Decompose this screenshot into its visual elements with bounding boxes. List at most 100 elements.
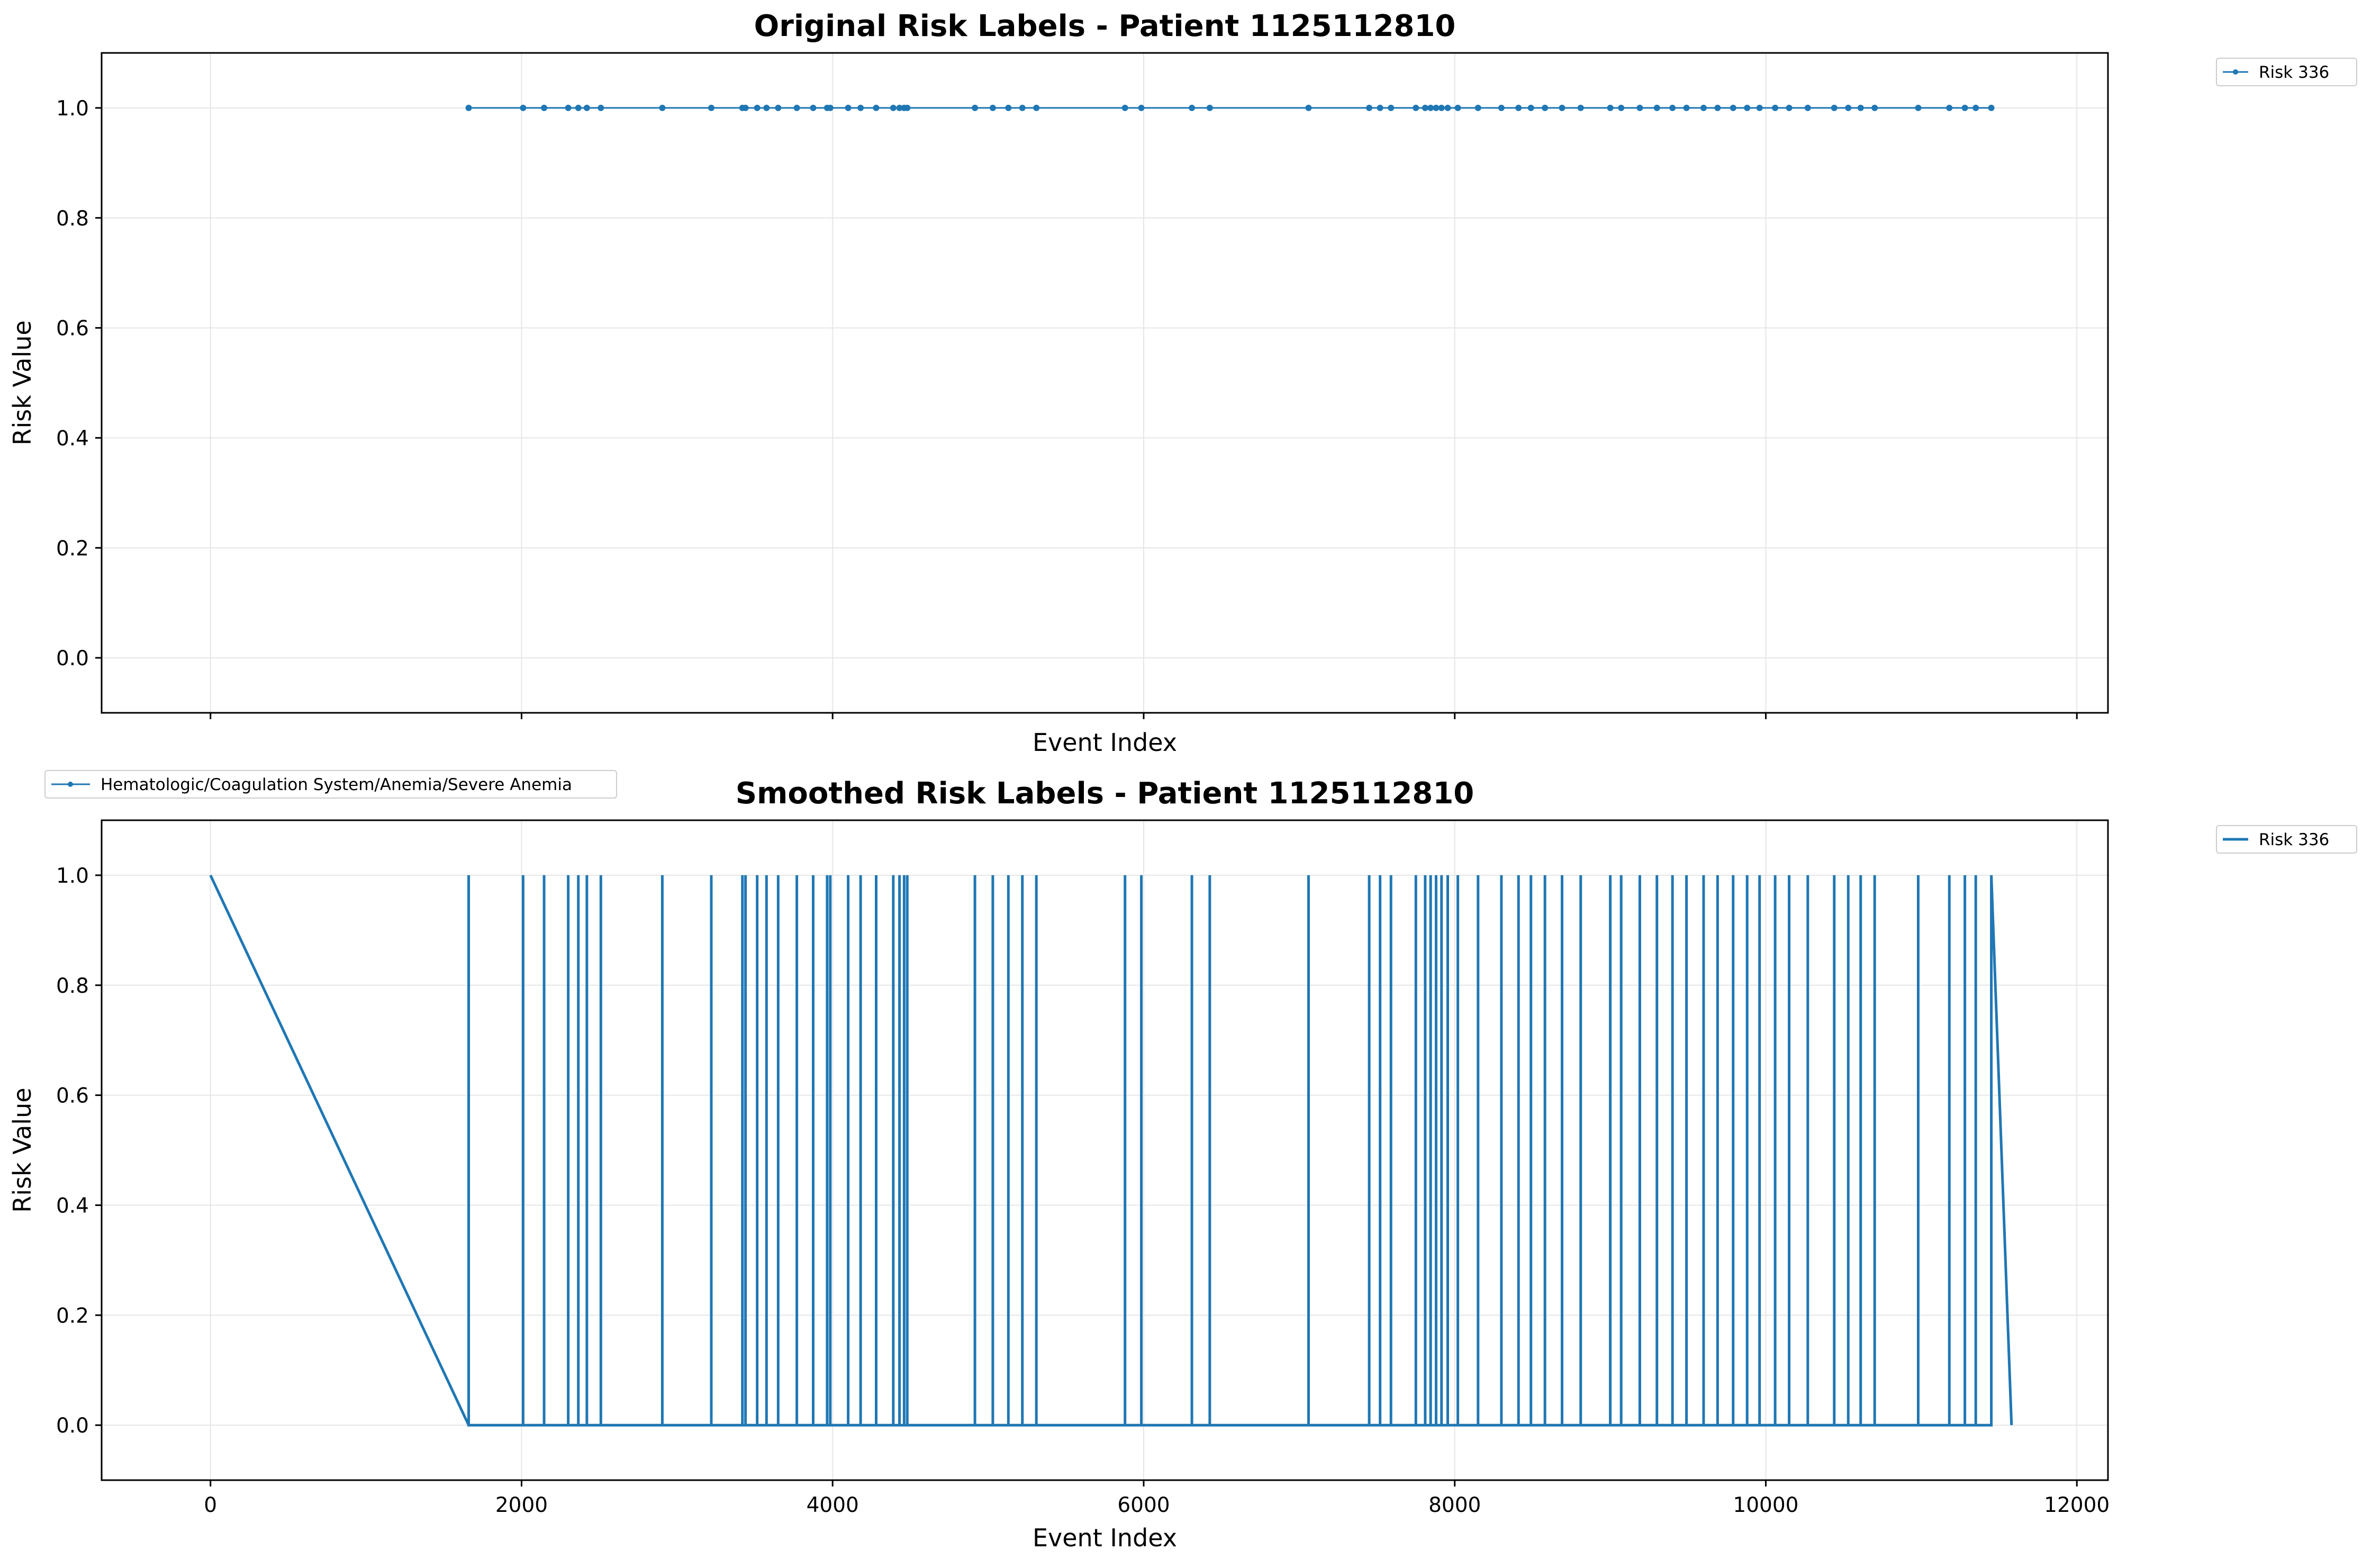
data-point — [1831, 104, 1838, 111]
data-point — [857, 104, 864, 111]
data-point — [1786, 104, 1793, 111]
x-tick-label: 2000 — [495, 1493, 548, 1517]
bottom-chart-panel: 0 2000 4000 6000 8000 10000 12000 0.0 0.2 0.4 0.6 0… — [8, 776, 2357, 1552]
data-point — [1730, 104, 1736, 111]
y-tick-label: 1.0 — [56, 864, 89, 888]
data-point — [896, 104, 903, 111]
series-line — [209, 874, 2013, 1427]
data-point — [1033, 104, 1040, 111]
data-point — [1577, 104, 1584, 111]
data-point — [1366, 104, 1373, 111]
bottom-chart-ticks: 0 2000 4000 6000 8000 10000 12000 0.0 0.2 0.4 0.6 0… — [56, 864, 2110, 1517]
data-point — [1683, 104, 1690, 111]
top-chart-legend: Risk 336 — [2216, 58, 2357, 86]
data-point — [890, 104, 897, 111]
data-point — [845, 104, 852, 111]
y-tick-label: 0.2 — [56, 1304, 89, 1328]
x-tick-label: 8000 — [1428, 1493, 1481, 1517]
top-chart-series — [465, 104, 1995, 111]
category-legend: Hematologic/Coagulation System/Anemia/Se… — [44, 770, 617, 799]
data-point — [1433, 104, 1440, 111]
data-point — [1438, 104, 1445, 111]
x-tick-label: 0 — [204, 1493, 217, 1517]
y-tick-label: 0.4 — [56, 427, 89, 450]
data-point — [1915, 104, 1922, 111]
data-point — [873, 104, 880, 111]
data-point — [1377, 104, 1383, 111]
data-point — [1744, 104, 1751, 111]
data-point — [1444, 104, 1451, 111]
data-point — [1559, 104, 1565, 111]
data-point — [1388, 104, 1395, 111]
data-point — [1607, 104, 1614, 111]
x-tick-label: 6000 — [1117, 1493, 1170, 1517]
y-tick-label: 0.4 — [56, 1194, 89, 1218]
top-chart-legend-marker — [2233, 69, 2238, 75]
data-point — [972, 104, 979, 111]
y-tick-label: 0.8 — [56, 974, 89, 998]
data-point — [763, 104, 770, 111]
data-point — [1474, 104, 1481, 111]
top-chart-y-axis-label: Risk Value — [8, 320, 37, 445]
data-point — [1972, 104, 1979, 111]
data-point — [810, 104, 817, 111]
data-point — [1138, 104, 1145, 111]
bottom-chart-axes-frame — [101, 819, 2109, 1481]
data-point — [1189, 104, 1196, 111]
bottom-chart-x-axis-label: Event Index — [1033, 1524, 1177, 1552]
y-tick-label: 0.0 — [56, 1414, 89, 1438]
data-point — [1946, 104, 1953, 111]
data-point — [1636, 104, 1643, 111]
top-chart-legend-label: Risk 336 — [2259, 63, 2329, 82]
data-point — [1618, 104, 1625, 111]
data-point — [1804, 104, 1811, 111]
data-point — [465, 104, 472, 111]
data-point — [827, 104, 834, 111]
bottom-chart-legend: Risk 336 — [2216, 825, 2357, 854]
x-tick-label: 12000 — [2044, 1493, 2110, 1517]
data-point — [583, 104, 590, 111]
y-tick-label: 0.0 — [56, 647, 89, 670]
data-point — [1422, 104, 1428, 111]
data-point — [1845, 104, 1852, 111]
y-tick-label: 0.6 — [56, 317, 89, 341]
data-point — [775, 104, 782, 111]
y-tick-label: 0.6 — [56, 1084, 89, 1108]
top-chart-title: Original Risk Labels - Patient 112511281… — [754, 9, 1456, 43]
data-point — [520, 104, 527, 111]
data-point — [1756, 104, 1763, 111]
data-point — [742, 104, 749, 111]
bottom-chart-title: Smoothed Risk Labels - Patient 112511281… — [736, 776, 1474, 811]
data-point — [1019, 104, 1026, 111]
data-point — [1700, 104, 1707, 111]
data-point — [1857, 104, 1864, 111]
data-point — [1121, 104, 1128, 111]
top-chart-grid — [102, 53, 2108, 713]
data-point — [904, 104, 911, 111]
data-point — [793, 104, 800, 111]
data-point — [1005, 104, 1012, 111]
data-point — [1305, 104, 1312, 111]
data-point — [565, 104, 572, 111]
top-chart-ticks: 0.0 0.2 0.4 0.6 0.8 1.0 — [56, 97, 2078, 719]
data-point — [1871, 104, 1878, 111]
data-point — [1714, 104, 1721, 111]
bottom-chart-series — [209, 874, 2013, 1427]
data-point — [1988, 104, 1995, 111]
x-tick-label: 10000 — [1733, 1493, 1798, 1517]
category-legend-marker — [68, 782, 73, 787]
x-tick-label: 4000 — [807, 1493, 859, 1517]
data-point — [1772, 104, 1779, 111]
data-point — [1427, 104, 1434, 111]
y-tick-label: 0.2 — [56, 537, 89, 560]
top-chart-legend-box — [2216, 58, 2357, 86]
data-point — [575, 104, 582, 111]
data-point — [1498, 104, 1505, 111]
data-point — [1454, 104, 1461, 111]
data-point — [541, 104, 548, 111]
data-point — [708, 104, 714, 111]
data-point — [1413, 104, 1419, 111]
top-chart-x-axis-label: Event Index — [1033, 728, 1177, 757]
data-point — [1653, 104, 1660, 111]
